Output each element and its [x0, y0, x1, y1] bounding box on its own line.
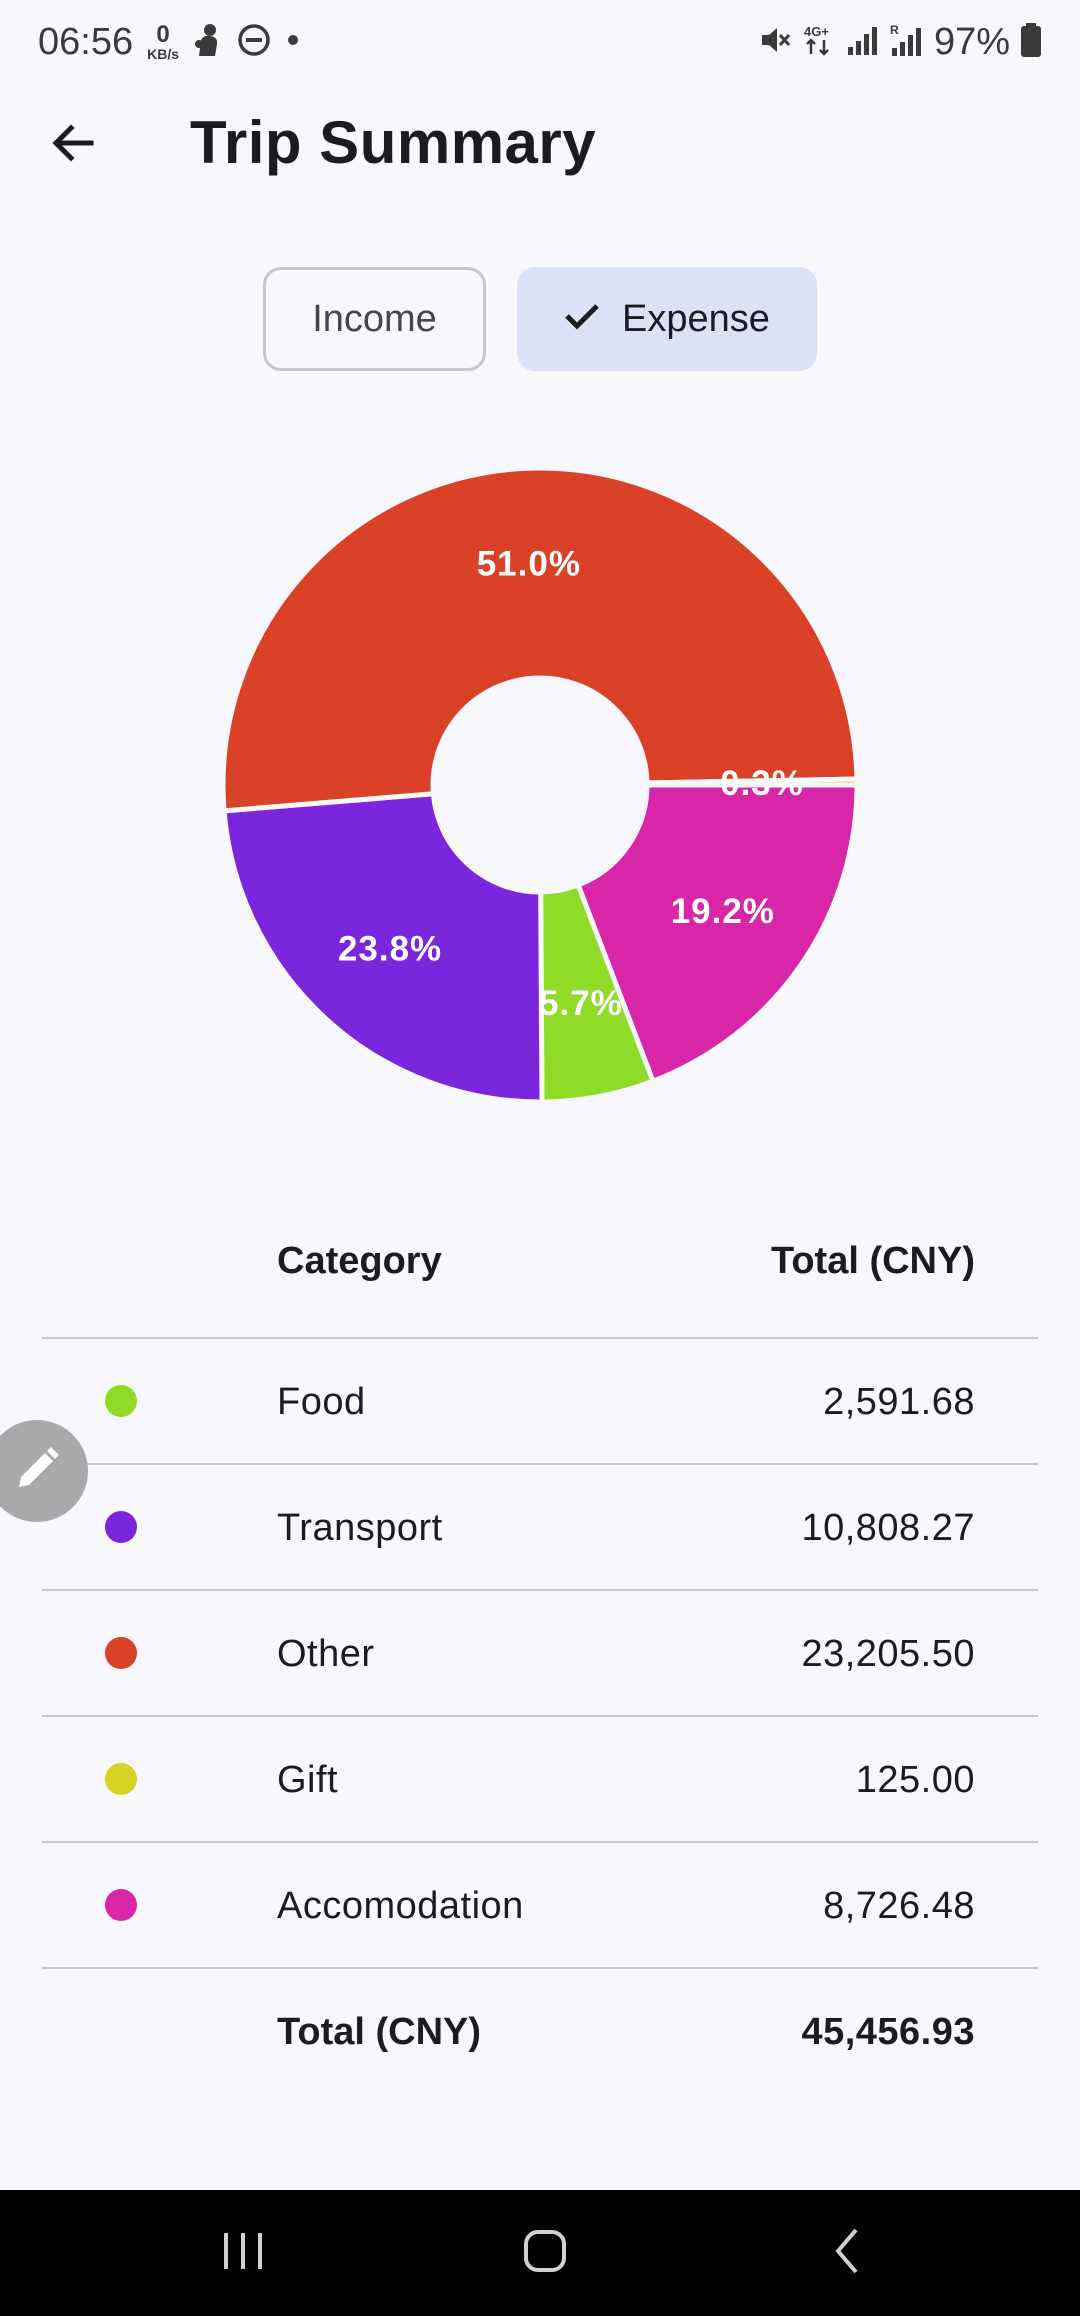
row-total: 23,205.50	[801, 1633, 975, 1675]
row-total: 2,591.68	[823, 1381, 975, 1423]
category-table: Category Total (CNY) Food 2,591.68 Transpo…	[42, 1190, 1038, 2095]
table-row: Other 23,205.50	[42, 1591, 1038, 1717]
row-category: Other	[277, 1633, 375, 1675]
svg-text:R: R	[890, 23, 899, 37]
category-color-dot	[105, 1511, 137, 1543]
home-icon	[522, 2228, 568, 2279]
pie-chart-svg: 19.2% 5.7% 23.8% 51.0% 0.3%	[220, 465, 860, 1105]
pie-slice-accomodation	[574, 782, 860, 1085]
network-speed-value: 0	[156, 21, 170, 48]
recent-apps-icon	[218, 2229, 268, 2278]
signal-strength-icon	[846, 23, 880, 62]
footer-total-value: 45,456.93	[801, 2011, 975, 2053]
page-title: Trip Summary	[190, 109, 597, 176]
expense-toggle-label: Expense	[622, 297, 770, 340]
check-icon	[564, 298, 600, 341]
battery-icon	[1020, 22, 1042, 63]
row-category: Gift	[277, 1759, 339, 1801]
status-time: 06:56	[38, 20, 134, 63]
more-notifications-dot-icon	[285, 32, 301, 53]
table-header: Category Total (CNY)	[42, 1190, 1038, 1339]
recent-apps-button[interactable]	[198, 2218, 288, 2288]
status-right: 4G+ R 97%	[758, 18, 1042, 66]
home-button[interactable]	[500, 2218, 590, 2288]
status-bar: 06:56 0 KB/s 4G+ R 97%	[0, 0, 1080, 84]
table-rows: Food 2,591.68 Transport 10,808.27 Other 23,20…	[42, 1339, 1038, 1969]
table-row: Gift 125.00	[42, 1717, 1038, 1843]
table-row: Accomodation 8,726.48	[42, 1843, 1038, 1969]
svg-text:4G+: 4G+	[804, 24, 829, 39]
category-color-dot	[105, 1889, 137, 1921]
do-not-disturb-icon	[237, 23, 271, 62]
table-footer: Total (CNY) 45,456.93	[42, 1969, 1038, 2095]
income-toggle-label: Income	[312, 297, 437, 340]
expense-toggle-button[interactable]: Expense	[517, 267, 817, 371]
edit-fab-button[interactable]	[0, 1420, 88, 1522]
header-total: Total (CNY)	[770, 1240, 975, 1282]
back-nav-button[interactable]	[803, 2218, 893, 2288]
table-row: Food 2,591.68	[42, 1339, 1038, 1465]
back-nav-icon	[828, 2226, 868, 2281]
row-total: 125.00	[855, 1759, 975, 1801]
pie-label-food: 5.7%	[539, 984, 623, 1023]
row-category: Transport	[277, 1507, 443, 1549]
row-category: Food	[277, 1381, 366, 1423]
category-color-dot	[105, 1763, 137, 1795]
network-speed: 0 KB/s	[147, 21, 179, 62]
signal-roaming-icon: R	[890, 22, 924, 63]
expense-pie-chart: 19.2% 5.7% 23.8% 51.0% 0.3%	[0, 440, 1080, 1130]
mute-icon	[758, 23, 792, 62]
back-button[interactable]	[38, 110, 108, 180]
footer-total-label: Total (CNY)	[277, 2011, 482, 2053]
system-nav-bar	[0, 2190, 1080, 2316]
pie-slice-gift	[644, 776, 860, 788]
pie-label-accomodation: 19.2%	[671, 892, 775, 931]
row-category: Accomodation	[277, 1885, 524, 1927]
pie-label-transport: 23.8%	[338, 930, 442, 969]
network-speed-unit: KB/s	[147, 46, 179, 62]
pie-slice-transport	[221, 791, 545, 1105]
notification-app-icon	[193, 22, 223, 63]
network-4g-icon: 4G+	[802, 22, 836, 63]
pie-label-gift: 0.3%	[720, 764, 804, 803]
pencil-icon	[11, 1443, 63, 1500]
row-total: 8,726.48	[823, 1885, 975, 1927]
battery-percent: 97%	[933, 20, 1010, 63]
row-total: 10,808.27	[801, 1507, 975, 1549]
table-row: Transport 10,808.27	[42, 1465, 1038, 1591]
category-color-dot	[105, 1385, 137, 1417]
arrow-left-icon	[49, 119, 97, 172]
income-toggle-button[interactable]: Income	[263, 267, 486, 371]
pie-slice-other	[220, 465, 860, 814]
status-left: 06:56 0 KB/s	[38, 18, 301, 66]
app-bar: Trip Summary	[0, 90, 1080, 196]
pie-label-other: 51.0%	[477, 544, 581, 583]
header-category: Category	[277, 1240, 442, 1282]
category-color-dot	[105, 1637, 137, 1669]
